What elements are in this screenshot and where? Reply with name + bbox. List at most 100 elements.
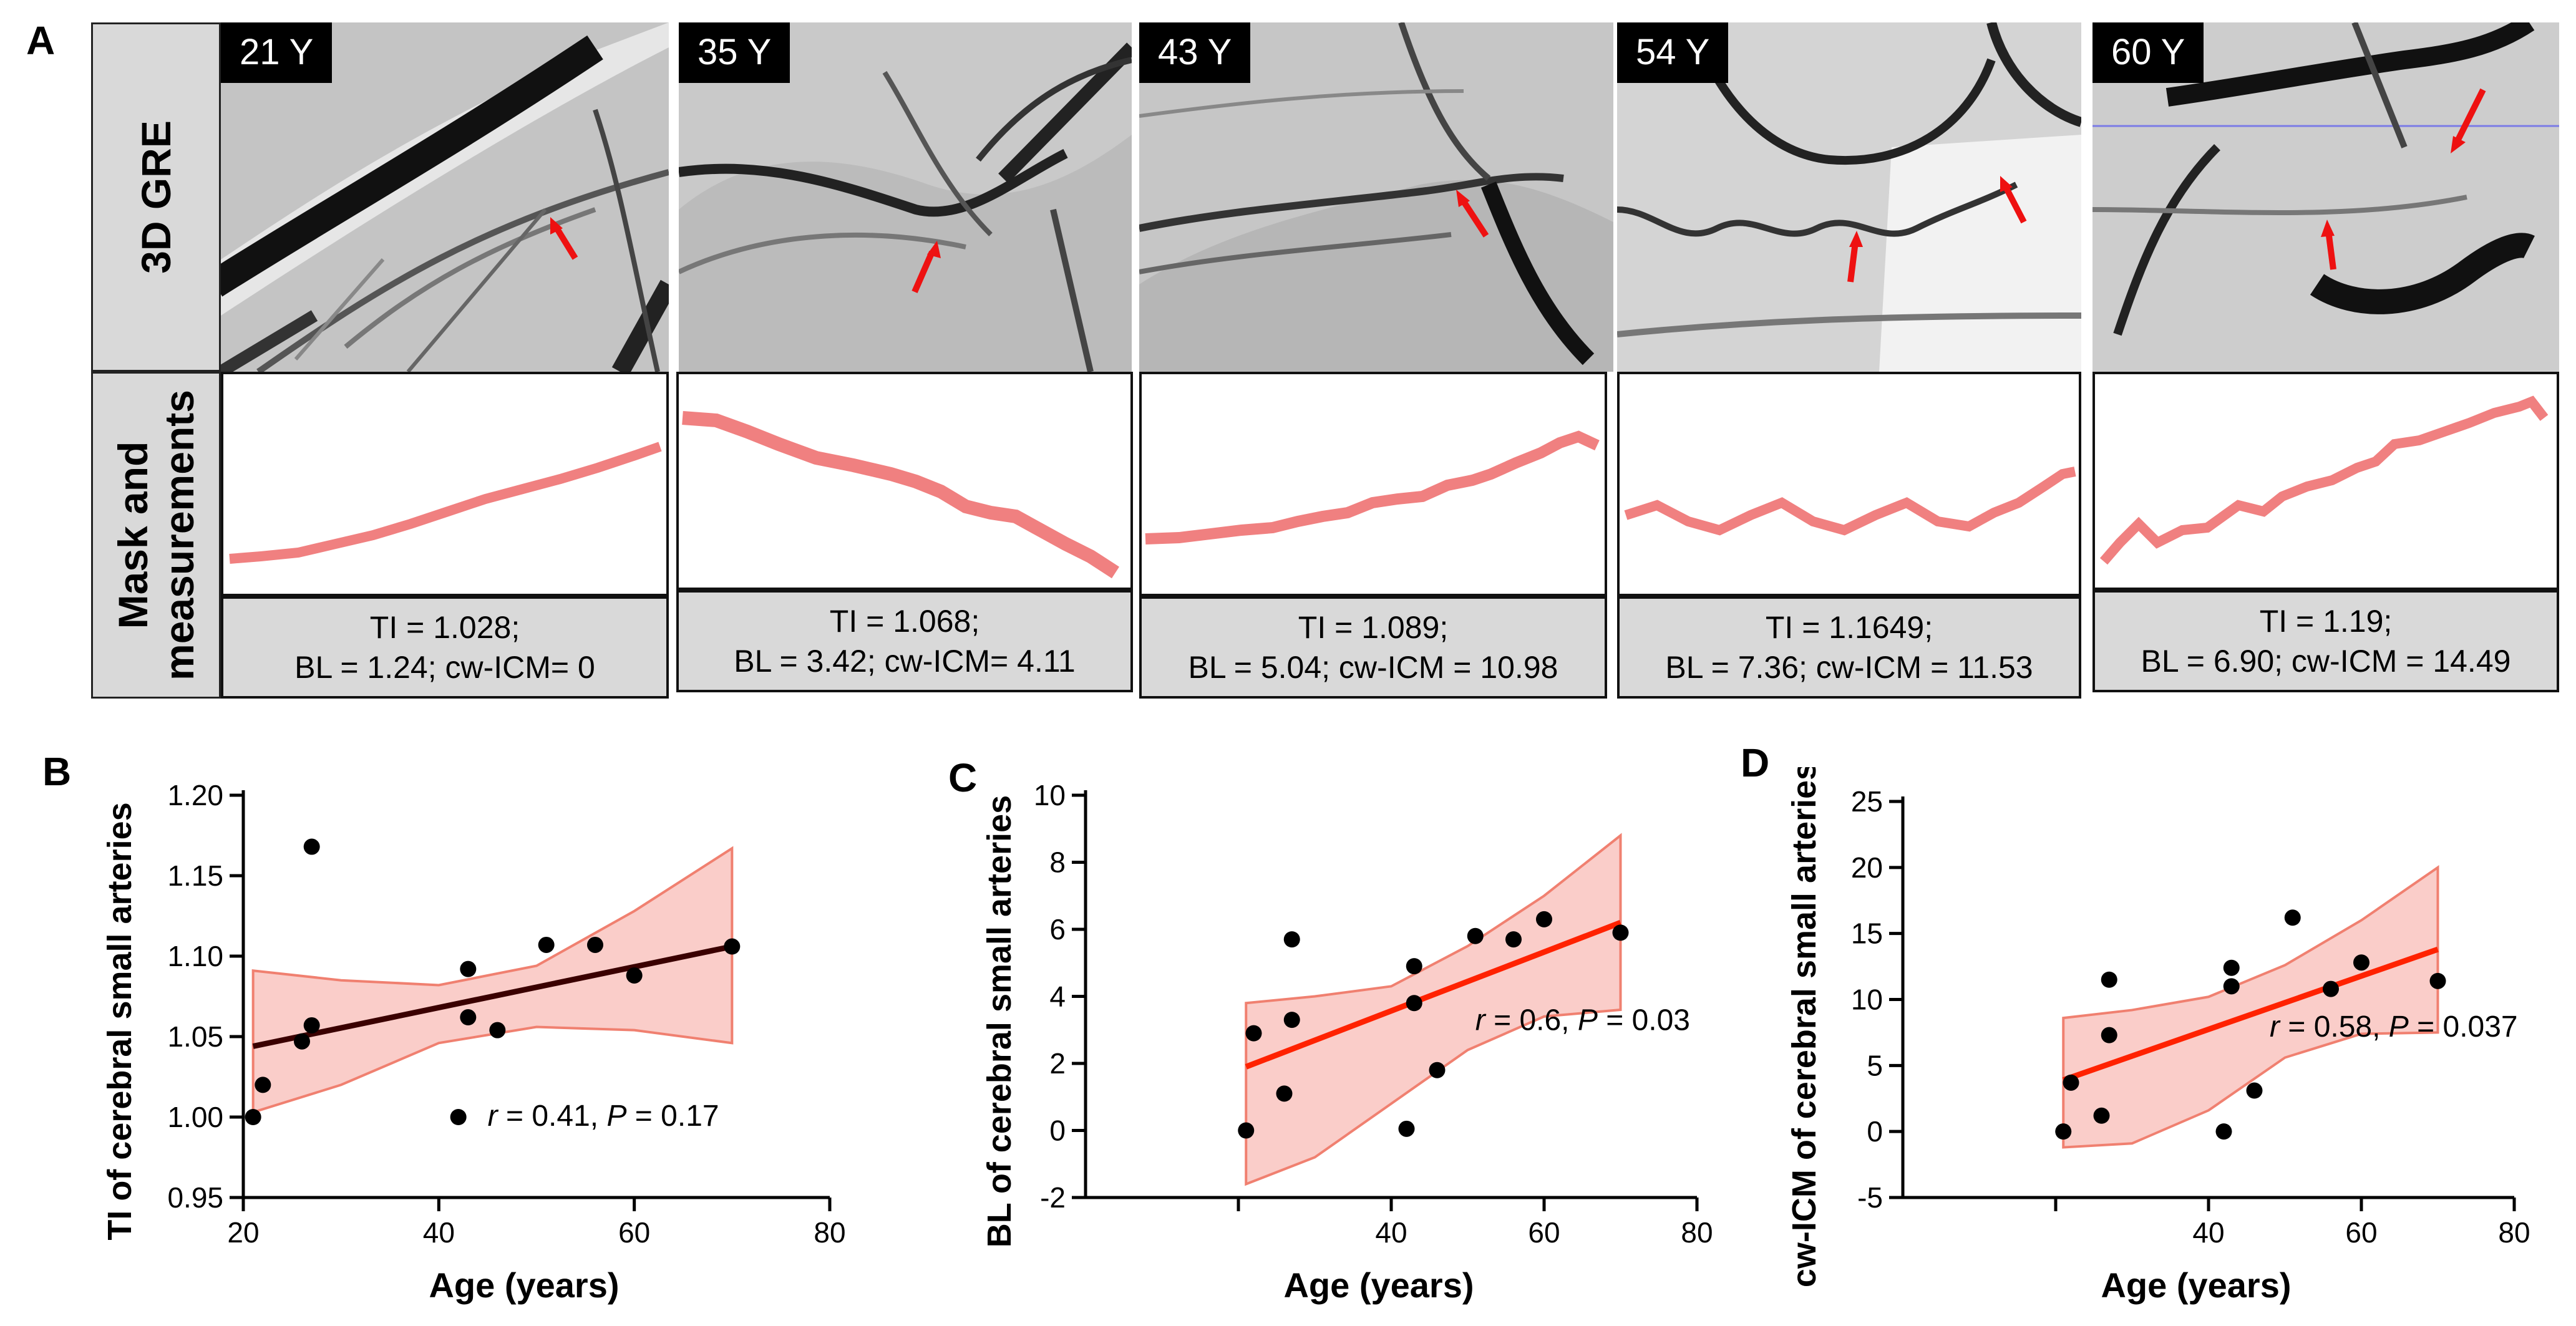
y-tick-label: 0	[1049, 1115, 1066, 1147]
data-point	[1283, 931, 1300, 948]
stats-r: r	[2270, 1010, 2281, 1043]
y-axis-label: TI of cerebral small arteries	[101, 802, 139, 1240]
chart-b-ti-vs-age: 0.95 1.00 1.05 1.10 1.15 1.20 20 40 60 80 Age (yea…	[101, 779, 846, 1305]
metric-bl-cwicm: BL = 3.42; cw-ICM= 4.11	[734, 644, 1076, 679]
data-point	[450, 1109, 467, 1125]
y-tick-label: 1.10	[167, 940, 223, 972]
data-point	[2246, 1082, 2263, 1099]
y-tick-label: -2	[1040, 1181, 1066, 1214]
mask-box-43y	[1139, 372, 1607, 596]
metric-bl-cwicm: BL = 7.36; cw-ICM = 11.53	[1665, 650, 2033, 685]
data-point	[1283, 1012, 1300, 1028]
metric-bl-cwicm: BL = 5.04; cw-ICM = 10.98	[1188, 650, 1558, 685]
mask-box-60y	[2092, 372, 2559, 590]
y-tick-label: 6	[1049, 913, 1066, 946]
x-axis-label: Age (years)	[2101, 1266, 2291, 1305]
data-point	[303, 838, 320, 855]
age-tag-35y: 35 Y	[679, 22, 790, 83]
regression-line	[2062, 946, 2439, 1083]
data-point	[489, 1022, 506, 1038]
age-tag-60y: 60 Y	[2092, 22, 2204, 83]
confidence-band	[1245, 833, 1622, 1186]
red-arrow	[1456, 190, 1489, 238]
data-point	[724, 938, 741, 955]
stats-r-value: = 0.6,	[1485, 1004, 1578, 1037]
x-tick-label: 80	[2498, 1216, 2530, 1249]
y-tick-label: 0	[1867, 1115, 1883, 1148]
y-tick-label: 10	[1034, 779, 1066, 811]
vessel-mask-trace	[229, 442, 662, 564]
data-point	[587, 936, 603, 953]
age-tag-43y: 43 Y	[1139, 22, 1251, 83]
panel-label-d: D	[1741, 740, 1770, 785]
data-point	[1536, 911, 1552, 927]
mask-box-35y	[676, 372, 1133, 590]
gre-image-60y: 60 Y	[2092, 22, 2559, 372]
gre-image-54y: 54 Y	[1617, 22, 2081, 372]
data-point	[245, 1109, 261, 1125]
stats-r: r	[1475, 1004, 1487, 1037]
data-point	[2353, 954, 2369, 971]
y-tick-label: 25	[1851, 785, 1883, 818]
stats-p-value: = 0.17	[626, 1100, 719, 1133]
metric-ti: TI = 1.19;	[2259, 604, 2393, 639]
regression-line	[252, 944, 733, 1049]
stats-annotation: r = 0.6, P = 0.03	[1475, 1004, 1690, 1037]
data-point	[460, 1009, 477, 1026]
row-label-mask: Mask and measurements	[91, 372, 221, 699]
mask-box-21y	[221, 372, 669, 596]
x-tick-label: 40	[423, 1216, 455, 1249]
data-point	[2284, 909, 2301, 926]
metric-bl-cwicm: BL = 1.24; cw-ICM= 0	[294, 650, 595, 685]
data-point	[2323, 980, 2339, 997]
panel-label-c: C	[948, 755, 978, 800]
stats-p: P	[606, 1100, 626, 1133]
stats-annotation: r = 0.58, P = 0.037	[2270, 1010, 2518, 1043]
data-point	[460, 961, 477, 977]
x-tick-label: 60	[618, 1216, 650, 1249]
data-point	[1505, 931, 1522, 948]
y-tick-label: 5	[1867, 1049, 1883, 1082]
data-point	[1406, 958, 1422, 975]
data-point	[1276, 1085, 1293, 1102]
x-tick-label: 60	[2345, 1216, 2377, 1249]
vessel-mask-trace	[1145, 430, 1600, 544]
y-tick-label: 0.95	[167, 1181, 223, 1214]
metrics-box-54y: TI = 1.1649; BL = 7.36; cw-ICM = 11.53	[1617, 596, 2081, 699]
vessel-mask-trace	[2099, 395, 2549, 565]
data-point	[1238, 1122, 1255, 1139]
y-tick-label: 1.00	[167, 1101, 223, 1133]
data-point	[1429, 1062, 1446, 1078]
stats-r: r	[488, 1100, 499, 1133]
y-tick-label: 4	[1049, 980, 1066, 1013]
y-tick-label: 2	[1049, 1047, 1066, 1080]
y-axis-label: cw-ICM of cerebral small arteries	[1786, 767, 1823, 1287]
stats-p-value: = 0.037	[2409, 1010, 2518, 1043]
row-label-3d-gre-text: 3D GRE	[133, 120, 179, 274]
stats-annotation: r = 0.41, P = 0.17	[488, 1100, 719, 1133]
chart-c-bl-vs-age: -2 0 2 4 6 8 10 40 60 80 Age (years) BL of cerebral…	[981, 779, 1713, 1305]
data-point	[303, 1017, 320, 1033]
vessel-mask-trace	[682, 411, 1119, 579]
confidence-band	[251, 846, 734, 1114]
stats-p: P	[2389, 1010, 2409, 1043]
x-tick-label: 80	[1681, 1216, 1713, 1249]
stats-r-value: = 0.41,	[498, 1100, 607, 1133]
panel-label-a: A	[26, 18, 56, 63]
panel-label-b: B	[42, 749, 72, 794]
metric-ti: TI = 1.089;	[1298, 610, 1449, 645]
x-axis-label: Age (years)	[1283, 1266, 1474, 1305]
metrics-box-60y: TI = 1.19; BL = 6.90; cw-ICM = 14.49	[2092, 590, 2559, 692]
metrics-box-35y: TI = 1.068; BL = 3.42; cw-ICM= 4.11	[676, 590, 1133, 692]
gre-image-43y: 43 Y	[1139, 22, 1613, 372]
x-axis-label: Age (years)	[429, 1266, 619, 1305]
chart-d-cwicm-vs-age: -5 0 5 10 15 20 25 40 60 80 Age (years) cw-ICM of c…	[1786, 767, 2530, 1305]
data-point	[2429, 972, 2446, 989]
y-tick-label: -5	[1857, 1181, 1883, 1214]
data-point	[2101, 1027, 2117, 1043]
red-arrow	[1847, 231, 1863, 283]
gre-texture	[221, 22, 669, 372]
row-label-mask-text: Mask and measurements	[110, 390, 202, 680]
vessel-mask-trace	[1624, 467, 2076, 536]
data-point	[1398, 1120, 1415, 1137]
